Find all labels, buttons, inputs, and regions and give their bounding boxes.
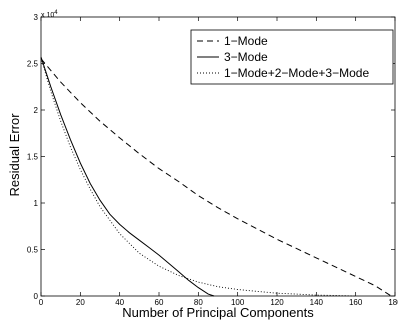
x-tick-label: 80 <box>194 298 203 307</box>
legend-label-1: 1−Mode <box>224 34 268 48</box>
x-tick-label: 0 <box>39 298 44 307</box>
x-tick-label: 140 <box>310 298 324 307</box>
y-axis-label: Residual Error <box>7 113 22 197</box>
legend-label-3: 1−Mode+2−Mode+3−Mode <box>224 66 369 80</box>
series-layer <box>40 56 392 297</box>
y-tick-label: 3 <box>34 13 39 22</box>
series-line-1 <box>40 58 392 297</box>
y-tick-label: 2 <box>34 106 39 115</box>
legend: 1−Mode 3−Mode 1−Mode+2−Mode+3−Mode <box>190 29 394 85</box>
series-line-2 <box>40 56 215 297</box>
y-tick-label: 1.5 <box>27 153 39 162</box>
x-tick-label: 120 <box>270 298 284 307</box>
x-tick-label: 40 <box>115 298 124 307</box>
y-tick-label: 0 <box>34 292 39 301</box>
x-axis-label: Number of Principal Components <box>122 305 314 320</box>
x-tick-label: 20 <box>76 298 85 307</box>
legend-box <box>190 29 394 85</box>
axis-ticks: 0 20 40 60 80 100 120 140 160 180 0 0.5 1 1.5 2 2.5 3 <box>27 13 398 307</box>
y-tick-label: 1 <box>34 199 39 208</box>
y-multiplier-label: x 104 <box>41 10 58 19</box>
legend-label-2: 3−Mode <box>224 50 268 64</box>
x-tick-label: 60 <box>155 298 164 307</box>
x-tick-label: 100 <box>231 298 245 307</box>
x-tick-label: 160 <box>349 298 363 307</box>
y-tick-label: 0.5 <box>27 246 39 255</box>
y-tick-label: 2.5 <box>27 60 39 69</box>
x-tick-label: 180 <box>388 298 398 307</box>
